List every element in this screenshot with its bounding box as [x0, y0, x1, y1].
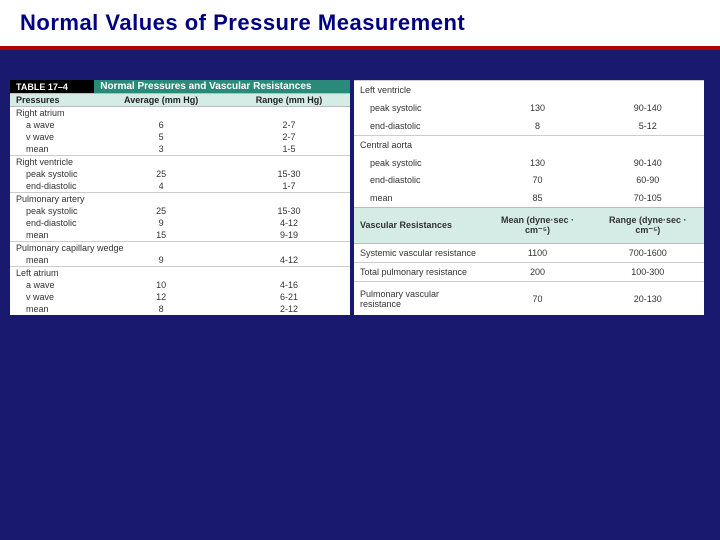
la-m-l: mean [10, 303, 94, 315]
col-pressures: Pressures [10, 94, 94, 107]
lv-ps-a: 130 [483, 99, 591, 117]
ca-ed-r: 60-90 [592, 171, 704, 189]
section-pa: Pulmonary artery [10, 193, 350, 206]
ra-v-r: 2-7 [228, 131, 350, 143]
pcw-m-a: 9 [94, 254, 228, 267]
ra-m-a: 3 [94, 143, 228, 156]
lv-ps-r: 90-140 [592, 99, 704, 117]
tpr-a: 200 [483, 262, 591, 281]
ca-m-l: mean [354, 189, 483, 207]
pa-m-l: mean [10, 229, 94, 242]
section-la: Left atrium [10, 267, 350, 280]
ra-a-r: 2-7 [228, 119, 350, 131]
col-average: Average (mm Hg) [94, 94, 228, 107]
ca-ps-l: peak systolic [354, 154, 483, 172]
section-ca: Central aorta [354, 135, 704, 153]
ca-ps-a: 130 [483, 154, 591, 172]
la-v-a: 12 [94, 291, 228, 303]
title-bar: Normal Values of Pressure Measurement [0, 0, 720, 50]
lv-ed-l: end-diastolic [354, 117, 483, 135]
pa-ps-a: 25 [94, 205, 228, 217]
col-vr: Vascular Resistances [354, 208, 483, 244]
table-number: TABLE 17–4 [10, 80, 94, 94]
la-m-a: 8 [94, 303, 228, 315]
rv-ed-r: 1-7 [228, 180, 350, 193]
la-v-l: v wave [10, 291, 94, 303]
section-rv: Right ventricle [10, 156, 350, 169]
ra-m-r: 1-5 [228, 143, 350, 156]
pressures-table-left: TABLE 17–4 Normal Pressures and Vascular… [10, 80, 350, 315]
section-ra: Right atrium [10, 107, 350, 120]
ca-ps-r: 90-140 [592, 154, 704, 172]
rv-ps-r: 15-30 [228, 168, 350, 180]
la-m-r: 2-12 [228, 303, 350, 315]
la-a-r: 4-16 [228, 279, 350, 291]
rv-ps-a: 25 [94, 168, 228, 180]
pressures-table-right: Left ventricle peak systolic13090-140 en… [354, 80, 704, 315]
ca-m-r: 70-105 [592, 189, 704, 207]
pa-ed-a: 9 [94, 217, 228, 229]
pa-ed-r: 4-12 [228, 217, 350, 229]
svr-r: 700-1600 [592, 243, 704, 262]
ra-a-l: a wave [10, 119, 94, 131]
ca-ed-l: end-diastolic [354, 171, 483, 189]
section-lv: Left ventricle [354, 81, 704, 99]
section-pcw: Pulmonary capillary wedge [10, 242, 350, 255]
pvr-a: 70 [483, 282, 591, 315]
rv-ps-l: peak systolic [10, 168, 94, 180]
ra-v-a: 5 [94, 131, 228, 143]
pcw-m-l: mean [10, 254, 94, 267]
ra-v-l: v wave [10, 131, 94, 143]
lv-ed-r: 5-12 [592, 117, 704, 135]
tpr-l: Total pulmonary resistance [354, 262, 483, 281]
tables-row: TABLE 17–4 Normal Pressures and Vascular… [10, 80, 710, 315]
rv-ed-a: 4 [94, 180, 228, 193]
col-vr-range: Range (dyne·sec · cm⁻⁵) [592, 208, 704, 244]
rv-ed-l: end-diastolic [10, 180, 94, 193]
ca-m-a: 85 [483, 189, 591, 207]
pa-ps-r: 15-30 [228, 205, 350, 217]
col-vr-mean: Mean (dyne·sec · cm⁻⁵) [483, 208, 591, 244]
la-v-r: 6-21 [228, 291, 350, 303]
page-title: Normal Values of Pressure Measurement [20, 10, 700, 36]
pa-m-r: 9-19 [228, 229, 350, 242]
tpr-r: 100-300 [592, 262, 704, 281]
ra-m-l: mean [10, 143, 94, 156]
lv-ps-l: peak systolic [354, 99, 483, 117]
la-a-a: 10 [94, 279, 228, 291]
col-range: Range (mm Hg) [228, 94, 350, 107]
pvr-r: 20-130 [592, 282, 704, 315]
pa-m-a: 15 [94, 229, 228, 242]
svr-a: 1100 [483, 243, 591, 262]
ra-a-a: 6 [94, 119, 228, 131]
ca-ed-a: 70 [483, 171, 591, 189]
pa-ed-l: end-diastolic [10, 217, 94, 229]
pa-ps-l: peak systolic [10, 205, 94, 217]
pcw-m-r: 4-12 [228, 254, 350, 267]
la-a-l: a wave [10, 279, 94, 291]
lv-ed-a: 8 [483, 117, 591, 135]
svr-l: Systemic vascular resistance [354, 243, 483, 262]
content-area: TABLE 17–4 Normal Pressures and Vascular… [0, 50, 720, 325]
pvr-l: Pulmonary vascular resistance [354, 282, 483, 315]
table-title: Normal Pressures and Vascular Resistance… [94, 80, 350, 94]
